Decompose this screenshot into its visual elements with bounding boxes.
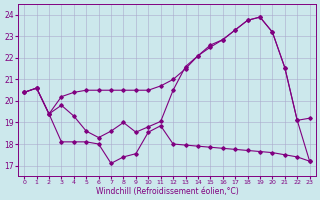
X-axis label: Windchill (Refroidissement éolien,°C): Windchill (Refroidissement éolien,°C)	[96, 187, 238, 196]
